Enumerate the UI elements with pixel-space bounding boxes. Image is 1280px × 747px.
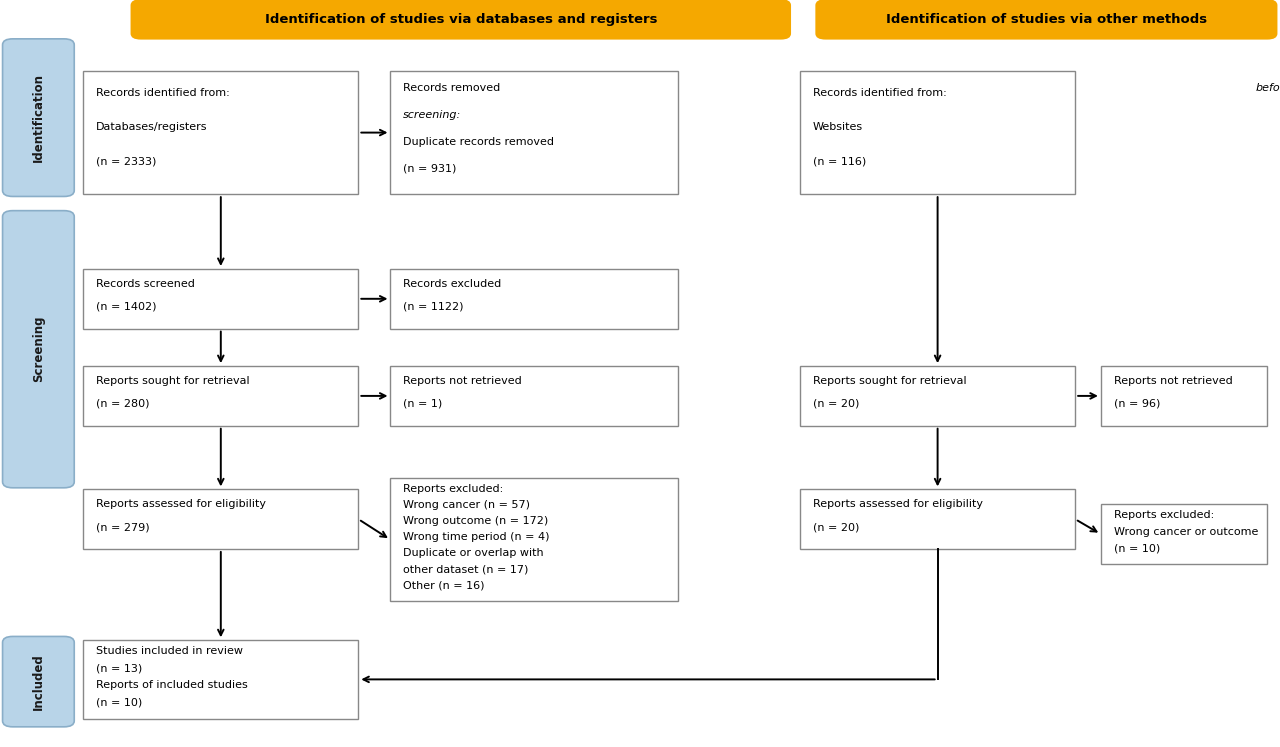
Text: Websites: Websites	[813, 123, 863, 132]
Text: Databases/registers: Databases/registers	[96, 123, 207, 132]
Bar	[83, 71, 358, 194]
Text: (n = 10): (n = 10)	[96, 698, 142, 707]
Text: Wrong cancer or outcome: Wrong cancer or outcome	[1114, 527, 1258, 536]
Text: (n = 116): (n = 116)	[813, 157, 867, 167]
Text: before: before	[1256, 84, 1280, 93]
Text: Records screened: Records screened	[96, 279, 195, 289]
FancyBboxPatch shape	[815, 0, 1277, 40]
Text: Records removed: Records removed	[403, 84, 504, 93]
Bar	[83, 269, 358, 329]
Bar	[800, 489, 1075, 549]
Text: Reports assessed for eligibility: Reports assessed for eligibility	[96, 499, 266, 509]
Bar	[83, 366, 358, 426]
Bar	[1101, 366, 1267, 426]
FancyBboxPatch shape	[131, 0, 791, 40]
Text: (n = 96): (n = 96)	[1114, 399, 1160, 409]
Bar	[390, 366, 678, 426]
Text: (n = 2333): (n = 2333)	[96, 157, 156, 167]
Text: Reports not retrieved: Reports not retrieved	[1114, 376, 1233, 386]
Text: Included: Included	[32, 654, 45, 710]
Text: Wrong time period (n = 4): Wrong time period (n = 4)	[403, 533, 549, 542]
Text: Duplicate records removed: Duplicate records removed	[403, 137, 554, 147]
Text: Wrong cancer (n = 57): Wrong cancer (n = 57)	[403, 500, 530, 510]
Bar	[390, 269, 678, 329]
Text: Wrong outcome (n = 172): Wrong outcome (n = 172)	[403, 516, 548, 526]
Text: Reports excluded:: Reports excluded:	[1114, 510, 1213, 520]
Text: (n = 1): (n = 1)	[403, 399, 443, 409]
FancyBboxPatch shape	[3, 211, 74, 488]
Text: Studies included in review: Studies included in review	[96, 646, 243, 657]
Text: (n = 13): (n = 13)	[96, 663, 142, 673]
Text: Reports assessed for eligibility: Reports assessed for eligibility	[813, 499, 983, 509]
Text: (n = 280): (n = 280)	[96, 399, 150, 409]
Text: Identification of studies via other methods: Identification of studies via other meth…	[886, 13, 1207, 26]
Text: Reports of included studies: Reports of included studies	[96, 681, 248, 690]
Text: Other (n = 16): Other (n = 16)	[403, 581, 485, 591]
Text: (n = 279): (n = 279)	[96, 522, 150, 532]
Text: Identification of studies via databases and registers: Identification of studies via databases …	[265, 13, 657, 26]
Bar	[390, 478, 678, 601]
Text: Reports not retrieved: Reports not retrieved	[403, 376, 522, 386]
Bar	[800, 71, 1075, 194]
FancyBboxPatch shape	[3, 636, 74, 727]
Text: Reports excluded:: Reports excluded:	[403, 483, 503, 494]
Text: Duplicate or overlap with: Duplicate or overlap with	[403, 548, 544, 559]
Text: (n = 10): (n = 10)	[1114, 543, 1160, 554]
Text: Records excluded: Records excluded	[403, 279, 502, 289]
FancyBboxPatch shape	[3, 39, 74, 196]
Bar	[800, 366, 1075, 426]
Bar	[83, 489, 358, 549]
Bar	[1101, 504, 1267, 564]
Text: Identification: Identification	[32, 73, 45, 162]
Text: Screening: Screening	[32, 316, 45, 382]
Text: Records identified from:: Records identified from:	[96, 88, 229, 98]
Text: (n = 1122): (n = 1122)	[403, 302, 463, 311]
Text: (n = 20): (n = 20)	[813, 399, 859, 409]
Bar	[390, 71, 678, 194]
Text: (n = 1402): (n = 1402)	[96, 302, 156, 311]
Text: (n = 20): (n = 20)	[813, 522, 859, 532]
Text: other dataset (n = 17): other dataset (n = 17)	[403, 565, 529, 574]
Bar	[83, 640, 358, 719]
Text: Reports sought for retrieval: Reports sought for retrieval	[813, 376, 966, 386]
Text: (n = 931): (n = 931)	[403, 164, 457, 174]
Text: Reports sought for retrieval: Reports sought for retrieval	[96, 376, 250, 386]
Text: Records identified from:: Records identified from:	[813, 88, 946, 98]
Text: screening:: screening:	[403, 110, 462, 120]
